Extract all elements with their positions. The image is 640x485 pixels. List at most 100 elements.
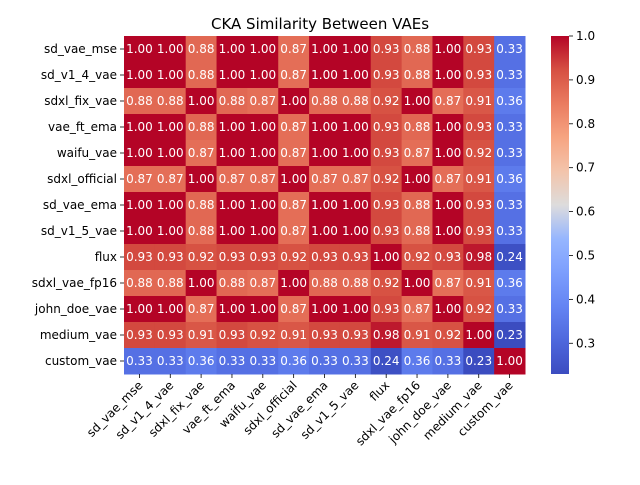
cell-value-label: 0.33: [496, 68, 523, 82]
cell-value-label: 0.36: [188, 354, 215, 368]
heatmap-cell: [432, 166, 464, 193]
cell-value-label: 1.00: [126, 120, 153, 134]
cell-value-label: 1.00: [465, 328, 492, 342]
heatmap-cell: [494, 322, 526, 349]
y-tick-label: john_doe_vae: [34, 302, 117, 316]
heatmap-cell: [401, 36, 433, 63]
cell-value-label: 1.00: [219, 224, 246, 238]
heatmap-cell: [463, 322, 495, 349]
cell-value-label: 0.92: [465, 146, 492, 160]
cell-value-label: 0.93: [311, 328, 338, 342]
cell-value-label: 0.88: [157, 94, 184, 108]
colorbar-ticks: 0.3 0.4 0.5 0.6 0.7 0.8 0.9 1.0: [569, 29, 595, 350]
cell-value-label: 0.91: [404, 328, 431, 342]
colorbar-gradient: [551, 36, 569, 374]
cell-value-label: 0.93: [373, 68, 400, 82]
heatmap-cell: [124, 140, 156, 167]
heatmap-cell: [247, 88, 279, 115]
colorbar-tick-label: 0.9: [576, 73, 595, 87]
heatmap-cell: [370, 62, 403, 89]
cell-value-label: 0.88: [188, 120, 215, 134]
cell-value-label: 0.88: [342, 276, 369, 290]
heatmap-cell: [309, 218, 341, 245]
cell-value-label: 1.00: [126, 42, 153, 56]
cell-value-label: 0.93: [373, 120, 400, 134]
colorbar-tick-label: 0.6: [576, 205, 595, 219]
cell-value-label: 1.00: [280, 94, 307, 108]
heatmap-cell: [309, 88, 341, 115]
heatmap-cell: [432, 270, 464, 297]
cell-value-label: 1.00: [188, 94, 215, 108]
cell-value-label: 1.00: [126, 68, 153, 82]
cell-value-label: 1.00: [219, 120, 246, 134]
heatmap-cell: [494, 140, 526, 167]
colorbar-tick-label: 0.8: [576, 117, 595, 131]
heatmap-cell: [185, 270, 218, 297]
cell-value-label: 1.00: [219, 42, 246, 56]
cell-value-label: 0.93: [249, 250, 276, 264]
cell-value-label: 1.00: [435, 68, 462, 82]
heatmap-cell: [216, 348, 248, 375]
heatmap-cell: [401, 166, 433, 193]
heatmap-cell: [154, 114, 187, 141]
cell-value-label: 0.33: [496, 198, 523, 212]
cell-value-label: 0.33: [496, 224, 523, 238]
heatmap-cell: [185, 322, 218, 349]
cell-value-label: 1.00: [157, 146, 184, 160]
heatmap-cell: [463, 140, 495, 167]
heatmap-cell: [370, 114, 403, 141]
heatmap-cell: [309, 62, 341, 89]
heatmap-cell: [339, 62, 372, 89]
cell-value-label: 0.93: [435, 250, 462, 264]
heatmap-cell: [216, 322, 248, 349]
heatmap-cell: [185, 192, 218, 219]
heatmap-cell: [124, 192, 156, 219]
heatmap-cell: [247, 62, 279, 89]
cell-value-label: 0.33: [496, 146, 523, 160]
cell-value-label: 0.87: [188, 146, 215, 160]
cell-value-label: 1.00: [249, 224, 276, 238]
cell-value-label: 0.88: [219, 94, 246, 108]
cell-value-label: 1.00: [219, 302, 246, 316]
cell-value-label: 0.92: [280, 250, 307, 264]
heatmap-cell: [309, 270, 341, 297]
heatmap-cell: [124, 62, 156, 89]
heatmap-cell: [124, 88, 156, 115]
cell-value-label: 1.00: [342, 68, 369, 82]
cell-value-label: 0.23: [496, 328, 523, 342]
cell-value-label: 1.00: [311, 120, 338, 134]
cell-value-label: 0.93: [373, 146, 400, 160]
heatmap-cell: [432, 114, 464, 141]
cell-value-label: 0.88: [311, 94, 338, 108]
heatmap-cell: [154, 296, 187, 323]
heatmap-cell: [278, 348, 310, 375]
heatmap-cell: [339, 140, 372, 167]
heatmap-cell: [278, 36, 310, 63]
cell-value-label: 0.93: [373, 42, 400, 56]
cell-value-label: 0.88: [404, 224, 431, 238]
heatmap-cell: [247, 296, 279, 323]
heatmap-cell: [339, 244, 372, 271]
heatmap-cell: [185, 88, 218, 115]
heatmap-cell: [216, 270, 248, 297]
heatmap-cell: [124, 270, 156, 297]
heatmap-cell: [463, 192, 495, 219]
heatmap-cell: [154, 348, 187, 375]
y-tick-label: waifu_vae: [57, 146, 117, 160]
heatmap-cell: [216, 166, 248, 193]
cell-value-label: 0.88: [126, 94, 153, 108]
cell-value-label: 1.00: [404, 94, 431, 108]
heatmap-cell: [463, 166, 495, 193]
heatmap-cell: [124, 36, 156, 63]
cell-value-label: 0.92: [373, 172, 400, 186]
heatmap-cell: [432, 88, 464, 115]
cell-value-label: 0.87: [280, 302, 307, 316]
cell-value-label: 1.00: [435, 224, 462, 238]
cell-value-label: 0.88: [188, 42, 215, 56]
cell-value-label: 0.88: [126, 276, 153, 290]
heatmap-cell: [494, 348, 526, 375]
cell-value-label: 1.00: [496, 354, 523, 368]
heatmap-cell: [216, 36, 248, 63]
cell-value-label: 0.87: [249, 172, 276, 186]
cell-value-label: 0.87: [280, 68, 307, 82]
